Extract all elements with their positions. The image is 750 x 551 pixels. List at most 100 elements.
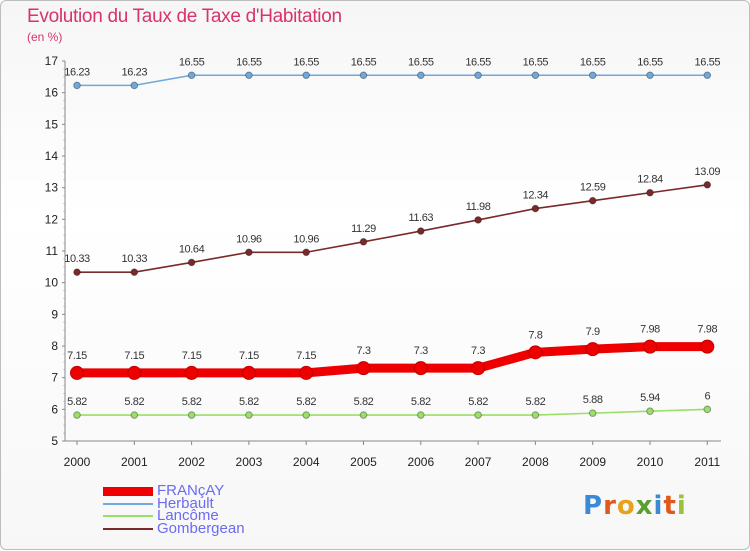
data-point-herbault — [302, 71, 311, 80]
data-label: 6 — [704, 390, 710, 402]
data-label: 7.15 — [296, 350, 316, 362]
data-label: 7.3 — [356, 345, 370, 357]
data-point-fran-ay — [471, 361, 486, 376]
series-line-lanc-me — [76, 408, 709, 416]
data-point-herbault — [73, 81, 81, 90]
data-label: 12.59 — [580, 182, 606, 194]
data-point-herbault — [531, 71, 540, 80]
data-label: 7.3 — [471, 345, 485, 357]
data-label: 5.82 — [182, 396, 202, 408]
data-point-fran-ay — [70, 365, 84, 380]
data-point-gombergean — [130, 268, 139, 277]
data-label: 16.55 — [580, 56, 606, 68]
data-label: 11.29 — [351, 223, 376, 235]
data-point-lanc-me — [359, 411, 368, 419]
data-point-herbault — [646, 71, 654, 80]
data-point-gombergean — [73, 268, 81, 277]
data-point-fran-ay — [700, 339, 715, 354]
data-label: 7.15 — [67, 350, 87, 362]
y-tick-label: 8 — [51, 339, 58, 353]
x-tick-label: 2000 — [64, 455, 91, 469]
data-point-herbault — [187, 71, 196, 80]
data-label: 16.23 — [64, 66, 90, 78]
data-point-herbault — [359, 71, 368, 80]
y-tick-label: 12 — [45, 212, 59, 226]
legend-label: Herbault — [157, 494, 214, 512]
data-label: 7.15 — [239, 350, 259, 362]
data-label: 16.55 — [351, 56, 377, 68]
data-label: 5.82 — [525, 396, 545, 408]
data-point-gombergean — [417, 227, 425, 235]
data-label: 7.15 — [124, 350, 144, 362]
y-tick-label: 17 — [45, 54, 59, 68]
y-tick-label: 16 — [45, 86, 59, 100]
series-lines — [70, 71, 715, 419]
data-point-herbault — [474, 71, 482, 80]
data-point-fran-ay — [643, 339, 657, 354]
data-label: 10.64 — [179, 243, 205, 255]
data-label: 16.55 — [179, 56, 205, 68]
data-point-fran-ay — [413, 361, 428, 376]
data-point-gombergean — [474, 216, 482, 224]
y-tick-label: 7 — [51, 371, 58, 385]
data-point-lanc-me — [588, 409, 597, 417]
legend-label: Gombergean — [157, 519, 245, 537]
legend-swatch — [103, 486, 153, 496]
y-tick-label: 10 — [45, 276, 59, 290]
data-label: 16.55 — [293, 56, 319, 68]
y-tick-label: 5 — [51, 434, 58, 448]
y-tick-label: 14 — [45, 149, 59, 163]
x-tick-label: 2002 — [178, 455, 205, 469]
data-label: 16.55 — [236, 56, 262, 68]
data-point-gombergean — [646, 188, 654, 197]
data-label: 10.96 — [236, 233, 262, 245]
data-point-lanc-me — [531, 411, 540, 419]
data-label: 16.55 — [408, 56, 434, 68]
x-tick-label: 2008 — [522, 455, 549, 469]
legend-label: FRANçAY — [157, 482, 225, 499]
data-label: 12.84 — [637, 174, 663, 186]
data-point-lanc-me — [417, 411, 425, 419]
data-label: 16.55 — [695, 56, 721, 68]
data-label: 5.88 — [583, 394, 603, 406]
data-point-fran-ay — [241, 365, 256, 380]
data-point-fran-ay — [299, 365, 314, 380]
y-tick-label: 11 — [46, 244, 59, 258]
y-tick-label: 15 — [45, 117, 59, 131]
data-label: 13.09 — [695, 166, 721, 178]
x-tick-label: 2005 — [350, 455, 377, 469]
data-point-fran-ay — [127, 365, 142, 380]
x-tick-label: 2007 — [465, 455, 492, 469]
y-tick-label: 9 — [51, 307, 58, 321]
data-label: 16.55 — [523, 56, 549, 68]
data-label: 7.98 — [640, 324, 660, 336]
series-line-gombergean — [76, 184, 709, 274]
x-tick-label: 2010 — [637, 455, 664, 469]
axes: 5 6 7 8 9 10 11 12 13 14 15 16 17 2000 2001 2002 2003 200… — [45, 54, 721, 469]
legend-swatch — [103, 515, 153, 517]
data-label: 11.98 — [466, 201, 491, 213]
data-point-lanc-me — [703, 405, 712, 414]
data-point-lanc-me — [73, 411, 81, 419]
data-label: 5.82 — [67, 396, 87, 408]
data-label: 7.9 — [586, 326, 600, 338]
data-point-gombergean — [302, 248, 311, 257]
data-label: 5.82 — [239, 396, 259, 408]
data-point-gombergean — [187, 258, 196, 267]
data-label: 5.82 — [411, 396, 431, 408]
y-tick-label: 6 — [51, 402, 58, 416]
data-point-fran-ay — [585, 342, 600, 357]
data-point-gombergean — [588, 196, 597, 205]
y-tick-label: 13 — [45, 181, 59, 195]
data-point-lanc-me — [646, 407, 654, 416]
data-point-lanc-me — [474, 411, 482, 419]
data-label: 16.23 — [122, 66, 148, 78]
data-label: 5.82 — [124, 396, 144, 408]
data-labels: 7.15 7.15 7.15 7.15 7.15 7.3 7.3 7.3 7.8 7.9 7.98 7… — [64, 56, 721, 408]
data-point-lanc-me — [245, 411, 253, 419]
x-tick-label: 2011 — [694, 455, 720, 469]
x-tick-label: 2009 — [579, 455, 606, 469]
data-label: 5.82 — [296, 396, 316, 408]
